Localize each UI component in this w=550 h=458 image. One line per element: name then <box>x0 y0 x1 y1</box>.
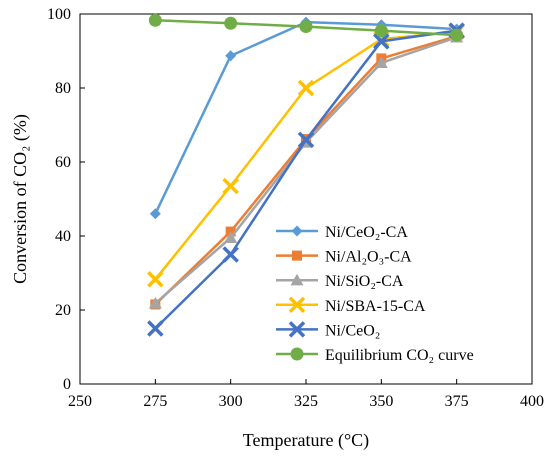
y-tick-label: 100 <box>47 6 71 23</box>
data-point <box>222 246 239 263</box>
series-4 <box>147 23 465 288</box>
y-tick-label: 20 <box>55 302 71 319</box>
legend-label: Ni/CeO₂-CA <box>325 224 408 241</box>
data-point <box>222 177 239 195</box>
data-point <box>374 56 388 69</box>
legend-item: Ni/Al₂O₃-CA <box>276 249 412 266</box>
series-line <box>154 20 457 215</box>
legend-label: Ni/CeO₂ <box>325 322 380 339</box>
y-tick-label: 40 <box>55 228 71 245</box>
series-3 <box>148 30 464 309</box>
series-6 <box>148 13 464 42</box>
y-tick-label: 60 <box>55 154 71 171</box>
series-line <box>154 30 457 281</box>
data-point <box>297 79 315 97</box>
legend-label: Equilibrium CO₂ curve <box>325 347 474 364</box>
x-tick-label: 350 <box>369 393 393 410</box>
data-point <box>148 296 162 309</box>
data-point <box>373 33 390 50</box>
legend-label: Ni/Al₂O₃-CA <box>325 249 412 266</box>
data-point <box>147 271 164 288</box>
x-tick-label: 300 <box>219 393 243 410</box>
data-point <box>299 20 313 34</box>
legend-item: Ni/SiO₂-CA <box>276 273 404 290</box>
x-tick-label: 275 <box>143 393 167 410</box>
legend-marker <box>291 225 303 237</box>
y-tick-label: 0 <box>63 376 71 393</box>
x-tick-label: 400 <box>520 393 544 410</box>
legend-label: Ni/SiO₂-CA <box>325 273 404 290</box>
data-point <box>225 50 237 62</box>
data-point <box>374 24 388 38</box>
data-point <box>148 13 162 27</box>
x-axis-ticks: 250 275 300 325 350 375 400 <box>68 379 544 410</box>
series-1 <box>149 16 463 220</box>
legend-marker <box>292 250 302 261</box>
series-5 <box>147 22 465 337</box>
x-axis-title: Temperature (°C) <box>243 430 369 451</box>
data-point <box>147 320 164 337</box>
y-tick-label: 80 <box>55 80 71 97</box>
legend-item: Equilibrium CO₂ curve <box>276 347 474 364</box>
data-point <box>149 208 161 220</box>
legend-marker <box>288 296 306 314</box>
x-tick-label: 250 <box>68 393 92 410</box>
data-point <box>224 231 238 244</box>
legend-marker <box>290 347 304 361</box>
series-layer <box>147 13 465 337</box>
legend: Ni/CeO₂-CA Ni/Al₂O₃-CA Ni/SiO₂-CA Ni/SBA-15… <box>276 224 474 364</box>
legend-item: Ni/CeO₂ <box>276 321 380 339</box>
legend-label: Ni/SBA-15-CA <box>325 298 426 315</box>
data-point <box>297 131 315 149</box>
y-axis-title: Conversion of CO₂ (%) <box>10 114 31 284</box>
data-point <box>224 16 238 30</box>
legend-marker <box>290 273 304 286</box>
legend-item: Ni/CeO₂-CA <box>276 224 408 241</box>
legend-marker <box>288 321 306 338</box>
legend-item: Ni/SBA-15-CA <box>276 296 426 315</box>
y-axis-ticks: 0 20 40 60 80 100 <box>47 6 85 393</box>
x-tick-label: 375 <box>445 393 469 410</box>
x-tick-label: 325 <box>294 393 318 410</box>
data-point <box>450 28 464 42</box>
series-line <box>154 29 457 330</box>
